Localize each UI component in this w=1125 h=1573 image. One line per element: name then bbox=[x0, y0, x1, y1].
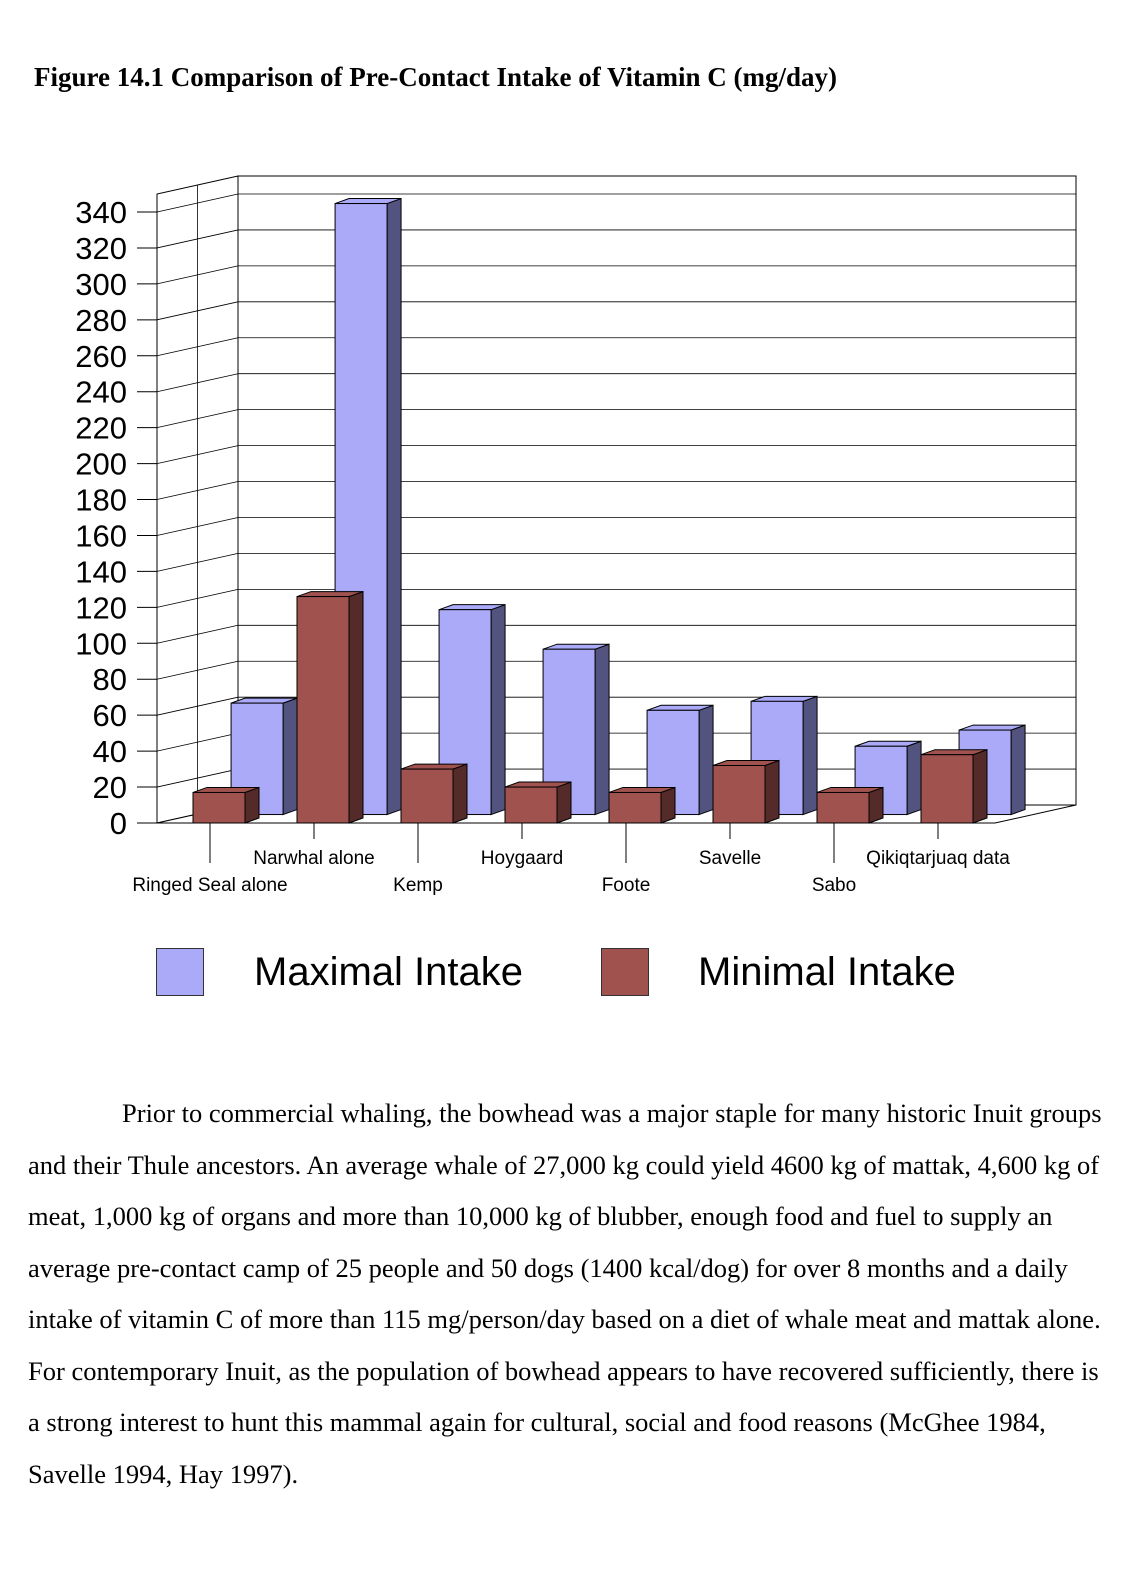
y-tick-label: 80 bbox=[93, 662, 127, 697]
bar-minimal bbox=[920, 749, 988, 824]
bar-minimal bbox=[296, 590, 364, 824]
bar-maximal-side bbox=[490, 603, 506, 816]
bar-minimal bbox=[192, 786, 260, 824]
paragraph-text: Prior to commercial whaling, the bowhead… bbox=[28, 1098, 1102, 1489]
x-tick-label: Ringed Seal alone bbox=[132, 875, 287, 896]
bar-maximal-side bbox=[906, 740, 922, 816]
bar-minimal bbox=[504, 781, 572, 824]
y-tick-label: 60 bbox=[93, 698, 127, 733]
y-tick-label: 260 bbox=[75, 339, 127, 374]
bar-minimal-front bbox=[296, 596, 350, 824]
y-tick-label: 220 bbox=[75, 411, 127, 446]
x-tick-label: Kemp bbox=[393, 875, 443, 896]
y-tick-label: 40 bbox=[93, 734, 127, 769]
bar-maximal-side bbox=[1010, 724, 1026, 816]
bar-minimal-front bbox=[608, 791, 662, 824]
bar-minimal-side bbox=[556, 781, 572, 824]
legend-swatch-maximal bbox=[156, 948, 204, 996]
y-tick-label: 120 bbox=[75, 590, 127, 625]
x-tick-label: Sabo bbox=[812, 875, 856, 896]
bar-minimal bbox=[400, 763, 468, 824]
bar-maximal-side bbox=[698, 704, 714, 816]
y-tick-label: 200 bbox=[75, 447, 127, 482]
bar-minimal-front bbox=[816, 791, 870, 824]
bar-maximal-side bbox=[282, 697, 298, 816]
bar-minimal-front bbox=[400, 768, 454, 824]
y-tick-label: 0 bbox=[110, 806, 127, 841]
vitamin-c-chart: 0204060801001201401601802002202402602803… bbox=[75, 175, 1077, 896]
bar-minimal bbox=[712, 759, 780, 824]
bar-minimal-side bbox=[348, 590, 364, 824]
bar-minimal-side bbox=[660, 786, 676, 824]
y-tick-label: 100 bbox=[75, 626, 127, 661]
bar-minimal-front bbox=[504, 786, 558, 824]
bar-minimal-front bbox=[712, 764, 766, 824]
bar-minimal-side bbox=[244, 786, 260, 824]
legend-label-maximal: Maximal Intake bbox=[254, 950, 523, 994]
y-tick-label: 340 bbox=[75, 195, 127, 230]
y-tick-label: 20 bbox=[93, 770, 127, 805]
bar-minimal bbox=[816, 786, 884, 824]
body-paragraph: Prior to commercial whaling, the bowhead… bbox=[28, 1088, 1113, 1500]
bar-maximal-side bbox=[802, 695, 818, 816]
legend-label-minimal: Minimal Intake bbox=[698, 950, 956, 994]
bar-minimal-side bbox=[972, 749, 988, 824]
figure-title: Figure 14.1 Comparison of Pre-Contact In… bbox=[34, 62, 837, 92]
bar-minimal-front bbox=[192, 791, 246, 824]
legend-swatch-minimal bbox=[601, 948, 649, 996]
bar-minimal-side bbox=[764, 759, 780, 824]
y-tick-label: 180 bbox=[75, 483, 127, 518]
bar-maximal-side bbox=[594, 643, 610, 816]
x-tick-label: Qikiqtarjuaq data bbox=[866, 848, 1010, 869]
y-tick-label: 160 bbox=[75, 518, 127, 553]
y-tick-label: 140 bbox=[75, 554, 127, 589]
y-tick-label: 240 bbox=[75, 375, 127, 410]
x-tick-label: Foote bbox=[602, 875, 651, 896]
y-tick-label: 320 bbox=[75, 231, 127, 266]
y-tick-label: 300 bbox=[75, 267, 127, 302]
x-tick-label: Savelle bbox=[699, 848, 761, 869]
x-tick-label: Narwhal alone bbox=[253, 848, 374, 869]
bar-minimal-side bbox=[868, 786, 884, 824]
bar-maximal-side bbox=[386, 197, 402, 816]
x-tick-label: Hoygaard bbox=[481, 848, 563, 869]
y-tick-label: 280 bbox=[75, 303, 127, 338]
bar-minimal bbox=[608, 786, 676, 824]
bar-minimal-side bbox=[452, 763, 468, 824]
bar-minimal-front bbox=[920, 754, 974, 824]
